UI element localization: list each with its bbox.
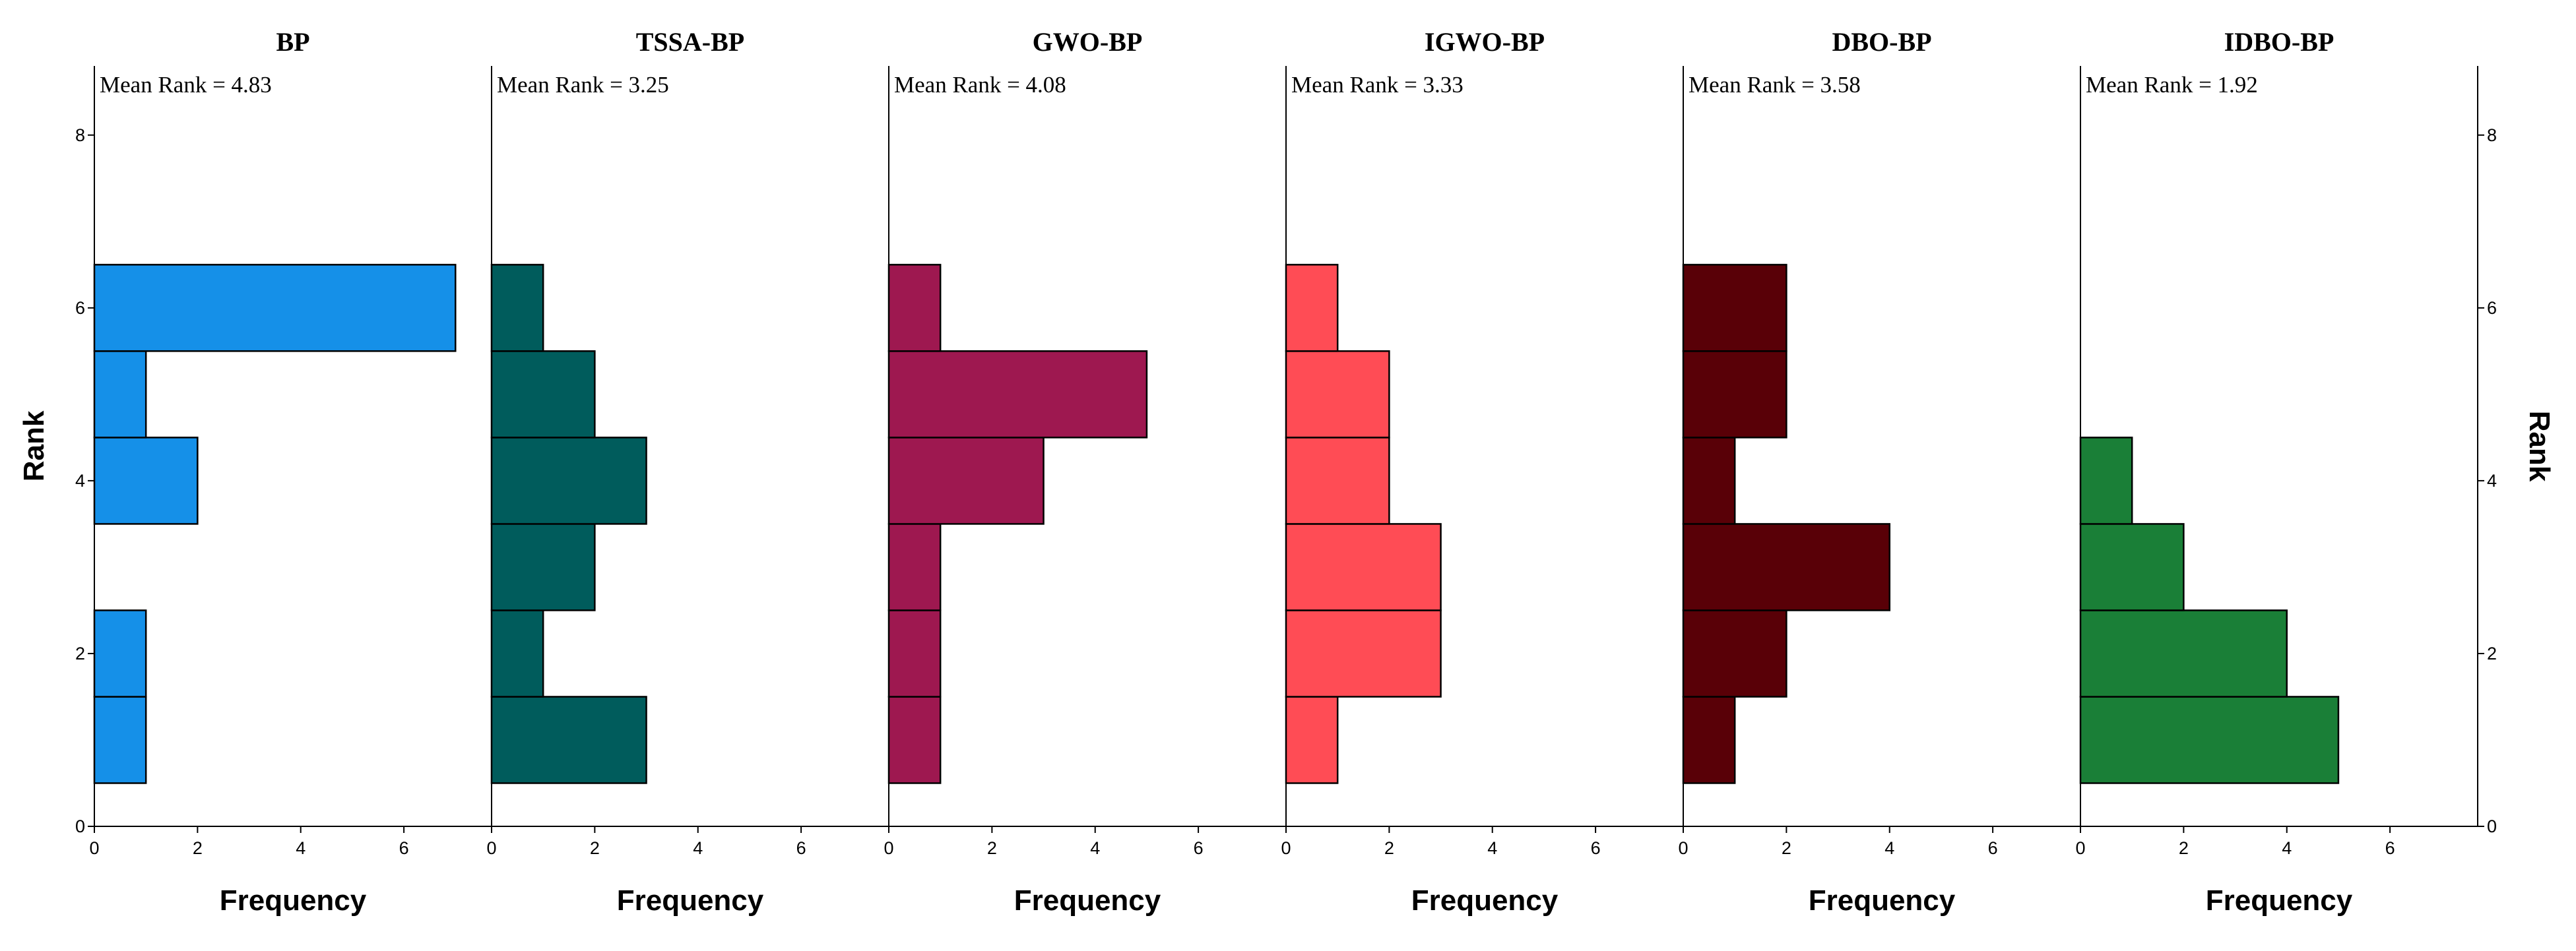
bar [2079,437,2133,525]
x-tick-label: 6 [2385,838,2395,858]
bar [490,437,647,525]
bar [490,696,647,784]
bar [490,350,596,439]
bar [887,609,942,698]
x-tick-label: 0 [1281,838,1291,858]
bar [93,609,147,698]
mean-rank-label: Mean Rank = 3.25 [497,72,669,98]
panel-title: BP [276,27,309,57]
x-tick-label: 6 [1194,838,1204,858]
bar [93,437,199,525]
y-tick-label-right: 8 [2487,125,2497,145]
panel-title: IGWO-BP [1425,27,1545,57]
y-tick-label-right: 2 [2487,644,2497,663]
y-axis-title-right: Rank [2523,411,2556,482]
bar [490,609,544,698]
x-axis-title: Frequency [617,884,764,917]
bar [1682,696,1736,784]
bar [93,696,147,784]
mean-rank-label: Mean Rank = 3.33 [1291,72,1464,98]
x-axis-title: Frequency [2206,884,2353,917]
bar [93,264,457,352]
y-tick-label-left: 4 [75,471,85,491]
panel-title: GWO-BP [1033,27,1143,57]
x-tick-label: 2 [1384,838,1394,858]
bar [887,523,942,611]
x-tick-label: 0 [2075,838,2085,858]
x-tick-label: 2 [2179,838,2189,858]
bar [1285,350,1390,439]
y-tick-label-left: 2 [75,644,85,663]
bar [887,696,942,784]
x-tick-label: 4 [1487,838,1497,858]
bar [1285,264,1339,352]
panel-title: TSSA-BP [636,27,745,57]
panel-title: IDBO-BP [2224,27,2334,57]
x-tick-label: 4 [2282,838,2292,858]
x-tick-label: 2 [193,838,203,858]
x-tick-label: 6 [399,838,409,858]
mean-rank-label: Mean Rank = 3.58 [1689,72,1861,98]
x-tick-label: 4 [1090,838,1100,858]
x-tick-label: 4 [1884,838,1894,858]
bar [1682,350,1787,439]
x-axis-title: Frequency [220,884,367,917]
mean-rank-label: Mean Rank = 4.08 [894,72,1066,98]
x-tick-label: 4 [296,838,306,858]
x-tick-label: 0 [486,838,496,858]
bar [490,523,596,611]
bar [490,264,544,352]
bar [2079,609,2288,698]
bar [1285,696,1339,784]
x-tick-label: 0 [1678,838,1688,858]
x-tick-label: 2 [987,838,997,858]
x-tick-label: 6 [1988,838,1998,858]
bar [1285,523,1442,611]
bar [1682,264,1787,352]
mean-rank-label: Mean Rank = 4.83 [100,72,272,98]
bar [1682,437,1736,525]
y-tick-label-left: 0 [75,816,85,836]
y-tick-label-right: 6 [2487,298,2497,318]
bar [1682,609,1787,698]
bar [887,437,1045,525]
x-tick-label: 2 [1782,838,1791,858]
x-tick-label: 4 [693,838,703,858]
x-axis-title: Frequency [1014,884,1161,917]
y-tick-label-left: 8 [75,125,85,145]
bar [1285,437,1390,525]
x-tick-label: 0 [884,838,893,858]
y-axis-title-left: Rank [18,410,50,481]
x-tick-label: 6 [796,838,806,858]
y-tick-label-left: 6 [75,298,85,318]
bar [1682,523,1890,611]
x-tick-label: 6 [1591,838,1601,858]
x-axis-title: Frequency [1809,884,1956,917]
bar [2079,523,2185,611]
bar [93,350,147,439]
x-tick-label: 0 [89,838,99,858]
bar [887,350,1148,439]
bar [1285,609,1442,698]
bar [887,264,942,352]
panel-title: DBO-BP [1832,27,1931,57]
bar [2079,696,2340,784]
x-tick-label: 2 [590,838,600,858]
x-axis-title: Frequency [1411,884,1559,917]
mean-rank-label: Mean Rank = 1.92 [2086,72,2258,98]
y-tick-label-right: 4 [2487,471,2497,491]
y-tick-label-right: 0 [2487,816,2497,836]
